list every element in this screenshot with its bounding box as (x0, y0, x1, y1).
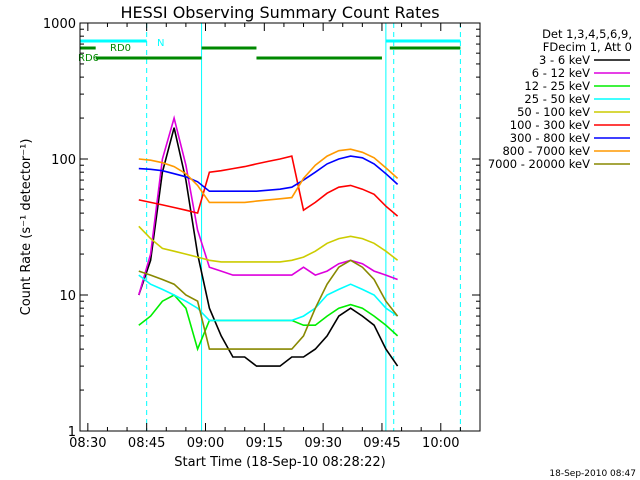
x-axis-label: Start Time (18-Sep-10 08:28:22) (174, 455, 385, 470)
x-tick-label: 10:00 (422, 436, 459, 451)
legend-entry: 100 - 300 keV (510, 118, 590, 132)
series-line (138, 274, 399, 322)
series-line (138, 115, 398, 296)
x-tick-label: 08:45 (128, 436, 165, 451)
x-tick-label: 09:00 (187, 436, 224, 451)
series-line (138, 259, 399, 350)
legend-header: FDecim 1, Att 0 (543, 40, 632, 54)
legend-entry: 50 - 100 keV (517, 105, 590, 119)
legend-entry: 3 - 6 keV (539, 53, 590, 67)
y-tick-label: 1 (68, 425, 76, 440)
legend-entry: 12 - 25 keV (524, 79, 590, 93)
series-line (138, 225, 399, 263)
flag-label-rd0: RD0 (110, 43, 131, 54)
plot-frame (79, 22, 481, 432)
series-line (138, 155, 399, 192)
series-line (138, 293, 399, 352)
y-tick-label: 10 (59, 289, 76, 304)
x-tick-label: 09:30 (304, 436, 341, 451)
axes: 08:30 08:45 09:00 09:15 09:30 09:45 10:00 1 10 10… (43, 17, 481, 451)
series-line (138, 155, 399, 217)
legend-entry: 7000 - 20000 keV (488, 157, 590, 171)
legend-entry: 6 - 12 keV (532, 66, 590, 80)
x-tick-label: 08:30 (69, 436, 106, 451)
legend-header: Det 1,3,4,5,6,9, (542, 27, 632, 41)
plot-area: N RD0 RD6 (78, 23, 461, 431)
legend-entry: 800 - 7000 keV (502, 144, 590, 158)
series-line (138, 127, 399, 367)
y-tick-label: 1000 (43, 17, 76, 32)
y-axis-label: Count Rate (s⁻¹ detector⁻¹) (19, 139, 34, 316)
flag-label-night: N (157, 38, 164, 49)
legend-entry: 300 - 800 keV (510, 131, 590, 145)
x-tick-label: 09:45 (363, 436, 400, 451)
chart-title: HESSI Observing Summary Count Rates (120, 3, 439, 22)
x-tick-label: 09:15 (246, 436, 283, 451)
y-tick-label: 100 (51, 153, 76, 168)
legend: Det 1,3,4,5,6,9,FDecim 1, Att 03 - 6 keV… (488, 27, 632, 171)
legend-entry: 25 - 50 keV (524, 92, 590, 106)
flag-label-rd6: RD6 (78, 53, 99, 64)
footer-date: 18-Sep-2010 08:47 (549, 469, 636, 479)
series-line (138, 148, 399, 204)
